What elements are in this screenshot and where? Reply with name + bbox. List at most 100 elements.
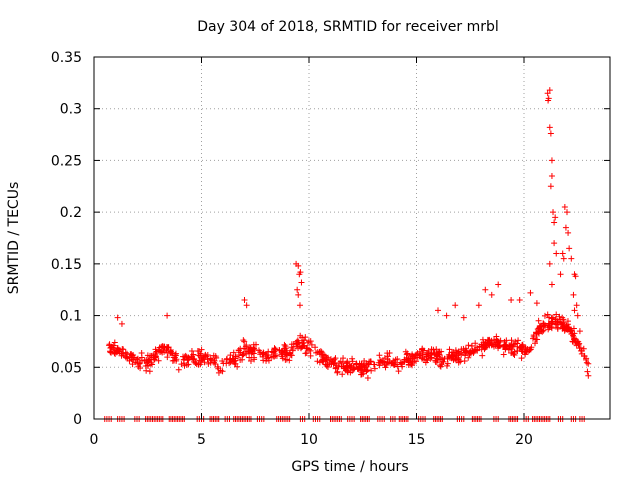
data-point [511,341,518,348]
data-point [247,357,254,364]
data-point [119,345,126,352]
data-point [581,353,588,360]
data-point [195,352,202,359]
data-point [323,356,330,363]
data-point [564,209,570,216]
data-point [106,341,113,348]
data-point [130,351,137,358]
data-point [227,352,234,359]
data-point [113,347,120,354]
data-point [448,355,455,362]
plot-frame [93,56,611,420]
data-point [298,345,305,352]
data-point [257,349,264,356]
data-point [450,349,457,356]
data-point [485,339,492,346]
data-point [399,363,406,370]
data-point [207,357,214,364]
data-point [286,350,293,357]
data-point [560,255,567,262]
x-tick-label: 20 [515,432,533,448]
data-point [395,368,402,375]
data-point [488,291,495,298]
data-point [212,361,219,368]
data-point [298,279,305,286]
data-point [108,344,115,351]
data-point [231,360,238,367]
data-point [320,354,327,361]
data-point [479,352,486,359]
data-point [349,355,356,362]
data-point [210,359,217,366]
data-point [520,343,527,350]
data-point [235,351,242,358]
data-point [137,360,144,367]
data-point [164,312,171,319]
data-point [270,349,277,356]
data-point [204,356,211,363]
data-point [282,356,289,363]
data-point [384,350,391,357]
data-point [107,345,114,352]
data-point [496,342,503,349]
data-point [537,324,544,331]
data-point [205,360,212,367]
data-point [213,354,220,361]
data-point [541,322,548,329]
data-point [241,338,248,345]
data-point [566,245,573,252]
data-point [148,360,155,367]
data-point [576,328,583,335]
data-point [564,326,571,333]
data-point [313,349,320,356]
data-point [251,354,258,361]
data-point [294,337,301,344]
x-axis-label: GPS time / hours [291,459,408,475]
data-point [533,300,540,307]
data-point [159,349,166,356]
data-point [381,354,388,361]
data-point [220,360,227,367]
data-point [271,345,278,352]
data-point [559,250,566,257]
y-tick-label: 0.05 [51,360,82,376]
y-tick-label: 0.1 [60,309,82,325]
data-point [134,355,141,362]
data-point [251,346,258,353]
data-point [428,350,435,357]
data-point [508,297,515,304]
data-point [502,345,509,352]
data-point [152,346,159,353]
data-point [546,260,553,267]
data-point [508,349,515,356]
data-point [126,354,133,361]
data-point [472,340,479,347]
data-point [465,342,472,349]
data-point [509,346,516,353]
data-point [297,269,304,276]
data-point [294,286,301,293]
data-point [173,357,180,364]
data-point [388,360,395,367]
data-point [193,361,200,368]
data-point [371,365,378,372]
x-tick-label: 0 [90,432,99,448]
data-point [463,348,470,355]
data-point [349,358,356,365]
data-point [307,352,314,359]
data-point [118,320,125,327]
data-point [288,344,295,351]
data-point [462,352,469,359]
data-point [560,323,567,330]
data-point [550,209,557,216]
data-point [436,348,443,355]
data-point [253,341,260,348]
data-point [370,361,377,368]
data-point [524,346,531,353]
data-point [445,351,452,358]
data-point [532,340,538,347]
y-tick-labels: 0 0.05 0.1 0.15 0.2 0.25 0.3 0.35 [51,50,82,428]
data-point [172,352,179,359]
data-point [297,332,304,339]
data-point [111,339,118,346]
